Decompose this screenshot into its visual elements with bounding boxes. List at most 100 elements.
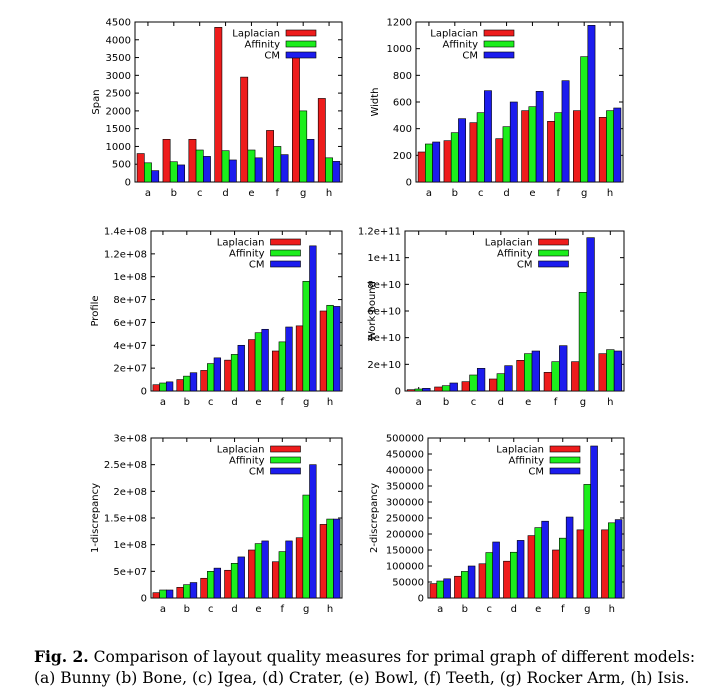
bar-cm-h [333,518,341,599]
x-tick-label: h [327,604,333,615]
bar-affinity-d [230,563,239,599]
y-axis-label: 1-discrepancy [90,483,101,553]
bar-cm-b [189,372,198,392]
bar-affinity-f [278,341,286,392]
y-tick-label: 500 [112,160,131,171]
bar-cm-a [443,578,451,599]
x-tick-label: h [607,397,613,408]
x-tick-label: h [607,188,613,199]
x-tick-label: b [184,397,190,408]
legend-swatch-laplacian [270,445,301,453]
x-tick-label: b [443,397,449,408]
y-tick-label: 1.2e+11 [358,227,401,238]
x-tick-label: a [426,188,432,199]
legend-swatch-laplacian [538,238,569,246]
bar-laplacian-f [543,372,553,392]
y-tick-label: 1.2e+08 [104,249,147,260]
legend-label-laplacian: Laplacian [232,29,280,40]
bar-laplacian-e [527,535,536,599]
bar-affinity-e [247,149,256,183]
plot-frame [134,21,343,183]
bar-cm-g [587,25,596,183]
legend-label-cm: CM [528,467,544,478]
legend-label-affinity: Affinity [497,249,533,260]
y-tick-label: 200 [393,151,412,162]
y-tick-label: 6e+10 [367,307,401,318]
bar-cm-b [458,118,466,183]
legend-label-laplacian: Laplacian [485,238,533,249]
plot-frame [150,230,343,392]
legend-label-affinity: Affinity [509,456,545,467]
bar-affinity-d [230,354,239,392]
legend-label-laplacian: Laplacian [496,445,544,456]
bar-cm-a [165,381,174,392]
y-tick-label: 4e+10 [367,333,401,344]
bar-affinity-c [195,149,204,183]
bar-affinity-g [302,494,310,599]
x-tick-label: f [276,188,280,199]
bar-laplacian-c [188,139,197,183]
bar-laplacian-b [434,386,443,392]
y-tick-label: 4000 [106,35,131,46]
y-tick-label: 450000 [386,450,424,461]
x-tick-label: g [303,397,309,408]
legend-label-laplacian: Laplacian [430,29,478,40]
bar-cm-f [561,80,570,183]
y-tick-label: 150000 [386,546,424,557]
bar-affinity-c [469,374,478,392]
x-tick-label: a [160,397,166,408]
bar-cm-b [189,582,198,599]
bar-cm-g [309,464,317,599]
x-tick-label: c [208,604,214,615]
y-tick-label: 2e+08 [113,487,147,498]
figure-caption: Fig. 2. Comparison of layout quality mea… [34,646,704,689]
bar-affinity-c [485,552,493,599]
bar-cm-c [213,567,222,599]
legend-label-cm: CM [462,51,478,62]
y-tick-label: 2500 [106,89,131,100]
bar-laplacian-d [224,569,232,599]
bar-laplacian-g [571,361,580,392]
bar-affinity-b [183,375,191,392]
bar-laplacian-h [598,353,607,392]
x-tick-label: e [535,604,541,615]
bar-cm-c [492,541,500,599]
bar-cm-a [151,170,160,183]
x-tick-label: d [503,188,509,199]
legend-swatch-laplacian [549,445,581,453]
bar-cm-e [261,328,269,392]
bar-affinity-h [325,157,333,183]
bar-affinity-f [554,112,563,183]
bar-laplacian-f [552,549,560,599]
x-tick-label: e [525,397,531,408]
bar-laplacian-g [576,529,585,599]
x-tick-label: f [557,188,561,199]
legend-swatch-affinity [538,249,569,257]
bar-laplacian-d [214,27,223,183]
x-tick-label: c [471,397,477,408]
bar-affinity-g [583,484,591,599]
y-tick-label: 350000 [386,482,424,493]
legend-label-cm: CM [264,51,280,62]
bar-laplacian-e [240,76,249,183]
bar-cm-h [332,161,341,183]
legend-swatch-cm [270,260,301,268]
y-tick-label: 2.5e+08 [104,460,147,471]
bar-affinity-a [414,388,423,392]
x-tick-label: b [171,188,177,199]
bar-cm-f [285,326,293,392]
bar-cm-g [306,139,315,183]
bar-laplacian-c [200,577,208,599]
legend-swatch-cm [483,51,515,59]
bar-cm-d [237,556,245,599]
legend-swatch-cm [549,467,581,475]
bar-affinity-a [436,580,444,599]
bar-cm-b [449,382,458,392]
bar-cm-e [535,91,544,183]
y-tick-label: 1e+08 [113,272,147,283]
y-tick-label: 0 [418,594,424,605]
x-tick-label: a [437,604,443,615]
bar-laplacian-e [248,339,256,392]
bar-cm-c [484,90,492,183]
